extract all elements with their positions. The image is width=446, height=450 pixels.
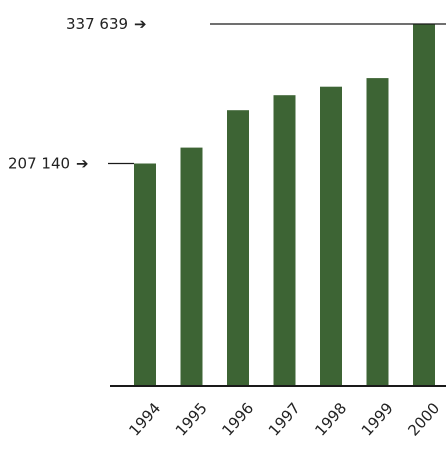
x-tick-label-1997: 1997 [265, 399, 304, 439]
x-tick-label-2000: 2000 [404, 399, 443, 439]
bar-1995 [180, 147, 203, 385]
reference-value: 207 140 [8, 155, 70, 173]
reference-value: 337 639 [66, 15, 128, 33]
x-tick-label-1995: 1995 [172, 399, 211, 439]
x-tick-labels: 1994 1995 1996 1997 1998 1999 2000 [125, 399, 443, 439]
reference-lines: 207 140 ➔ 337 639 ➔ [8, 15, 446, 173]
arrow-right-icon: ➔ [134, 15, 147, 33]
reference-label-1994: 207 140 ➔ [8, 155, 89, 173]
bars-group [134, 24, 435, 385]
bar-1996 [227, 110, 249, 385]
reference-label-2000: 337 639 ➔ [66, 15, 147, 33]
x-tick-label-1994: 1994 [125, 399, 164, 439]
x-tick-label-1998: 1998 [311, 399, 350, 439]
bar-1994 [134, 163, 156, 385]
bar-1997 [273, 95, 296, 385]
x-tick-label-1996: 1996 [218, 399, 257, 439]
bar-1999 [366, 78, 389, 385]
bar-2000 [413, 24, 435, 385]
bar-1998 [320, 86, 342, 385]
x-tick-label-1999: 1999 [358, 399, 397, 439]
arrow-right-icon: ➔ [76, 155, 89, 173]
